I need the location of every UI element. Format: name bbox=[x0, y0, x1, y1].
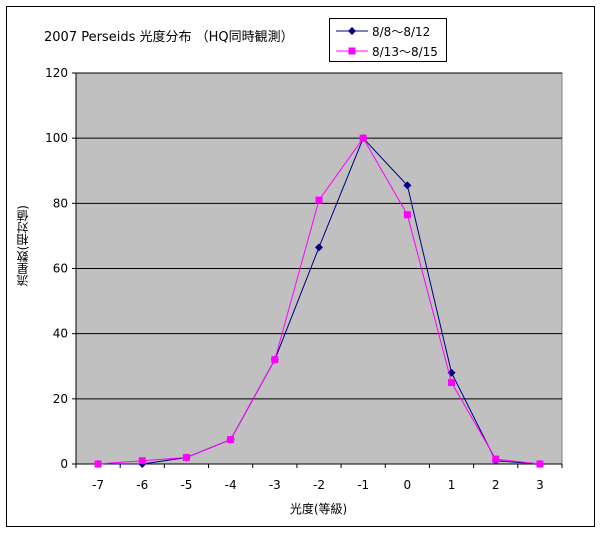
legend-swatch-series-2 bbox=[336, 47, 368, 55]
data-point-series-2 bbox=[492, 455, 500, 463]
x-tick-label: -2 bbox=[313, 478, 325, 492]
legend-label-series-1: 8/8～8/12 bbox=[372, 25, 431, 39]
data-point-series-2 bbox=[227, 436, 235, 444]
chart-title: 2007 Perseids 光度分布 （HQ同時観測） bbox=[44, 30, 294, 45]
x-tick-label: 3 bbox=[536, 478, 544, 492]
data-point-series-2 bbox=[94, 460, 102, 468]
legend-swatch-series-1 bbox=[336, 27, 368, 35]
legend-item-series-2: 8/13～8/15 bbox=[330, 41, 446, 61]
x-tick-label: -5 bbox=[180, 478, 192, 492]
data-point-series-1 bbox=[403, 181, 412, 190]
data-point-series-2 bbox=[182, 453, 190, 461]
data-point-series-2 bbox=[359, 134, 367, 142]
data-point-series-2 bbox=[138, 457, 146, 465]
x-tick-label: 0 bbox=[404, 478, 412, 492]
x-tick-label: -7 bbox=[92, 478, 104, 492]
x-tick-label: 2 bbox=[492, 478, 500, 492]
x-axis-label: 光度(等級) bbox=[289, 502, 348, 516]
legend: 8/8～8/12 8/13～8/15 bbox=[329, 18, 447, 62]
x-tick-label: -6 bbox=[136, 478, 148, 492]
y-tick-label: 60 bbox=[53, 262, 68, 276]
data-point-series-2 bbox=[536, 460, 544, 468]
y-tick-label: 20 bbox=[53, 392, 68, 406]
x-tick-label: -4 bbox=[225, 478, 237, 492]
y-tick-label: 40 bbox=[53, 327, 68, 341]
y-tick-label: 100 bbox=[45, 131, 68, 145]
data-point-series-2 bbox=[271, 356, 279, 364]
legend-item-series-1: 8/8～8/12 bbox=[330, 21, 446, 41]
y-tick-label: 0 bbox=[60, 457, 68, 471]
data-point-series-1 bbox=[315, 243, 323, 252]
series-layer bbox=[94, 134, 544, 468]
x-tick-label: 1 bbox=[448, 478, 456, 492]
data-point-series-2 bbox=[315, 196, 323, 204]
y-tick-label: 80 bbox=[53, 196, 68, 210]
grid-lines bbox=[76, 72, 562, 400]
axes: 0 20 40 60 80 100 120 -7 -6 -5 -4 -3 -2 -1 0 1 2 3 bbox=[45, 66, 563, 492]
data-point-series-2 bbox=[448, 379, 456, 387]
data-point-series-2 bbox=[403, 211, 411, 219]
x-tick-label: -1 bbox=[357, 478, 369, 492]
y-axis-label: 流星数(相対値) bbox=[16, 205, 30, 287]
x-tick-label: -3 bbox=[269, 478, 281, 492]
y-tick-label: 120 bbox=[45, 66, 68, 80]
legend-label-series-2: 8/13～8/15 bbox=[372, 45, 438, 59]
